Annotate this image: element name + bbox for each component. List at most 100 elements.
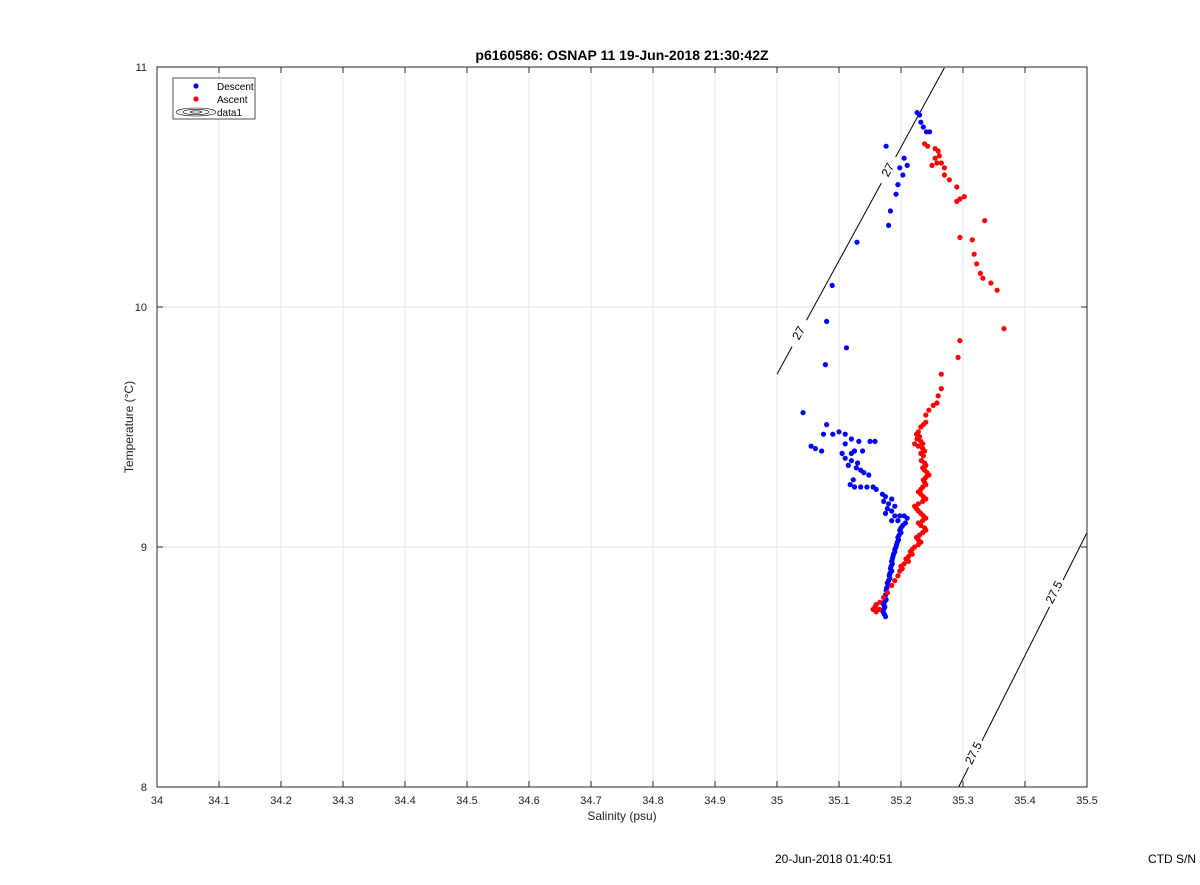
descent-point bbox=[842, 441, 848, 447]
ascent-point bbox=[938, 371, 944, 377]
ascent-point bbox=[946, 177, 952, 183]
ascent-point bbox=[977, 270, 983, 276]
contour-line bbox=[776, 346, 793, 375]
descent-point bbox=[856, 438, 862, 444]
ascent-point bbox=[982, 218, 988, 224]
ascent-point bbox=[915, 501, 921, 507]
descent-point bbox=[889, 508, 895, 514]
axes-box bbox=[156, 66, 1088, 788]
x-tick-label: 35.3 bbox=[952, 795, 973, 807]
legend-data1-label: data1 bbox=[217, 108, 242, 119]
ascent-point bbox=[915, 542, 921, 548]
ascent-point bbox=[932, 155, 938, 161]
descent-point bbox=[893, 191, 899, 197]
contour-line bbox=[1062, 532, 1088, 581]
ascent-point bbox=[971, 251, 977, 257]
descent-point bbox=[866, 472, 872, 478]
ascent-point bbox=[914, 436, 920, 442]
data-series bbox=[800, 110, 1007, 620]
ascent-point bbox=[895, 573, 901, 579]
descent-point bbox=[842, 455, 848, 461]
legend-box bbox=[172, 77, 256, 120]
y-tick-label: 9 bbox=[141, 542, 147, 554]
ascent-point bbox=[926, 407, 932, 413]
descent-point bbox=[861, 470, 867, 476]
descent-point bbox=[882, 494, 889, 500]
descent-point bbox=[848, 458, 855, 464]
descent-point bbox=[889, 518, 895, 524]
y-axis-label: Temperature (°C) bbox=[122, 381, 136, 473]
contour-line bbox=[806, 183, 882, 321]
ascent-point bbox=[980, 275, 986, 281]
descent-point bbox=[917, 112, 923, 118]
legend-descent-label: Descent bbox=[217, 82, 254, 93]
ascent-point bbox=[941, 165, 948, 171]
contour-line bbox=[895, 67, 945, 158]
descent-point bbox=[858, 484, 864, 490]
chart-title: p6160586: OSNAP 11 19-Jun-2018 21:30:42Z bbox=[475, 47, 769, 63]
ascent-point bbox=[892, 578, 898, 584]
x-axis-label: Salinity (psu) bbox=[587, 809, 656, 823]
ascent-point bbox=[954, 198, 960, 204]
ascent-point bbox=[941, 172, 948, 178]
descent-point bbox=[882, 510, 889, 516]
descent-point bbox=[843, 345, 850, 351]
ascent-point bbox=[935, 393, 941, 399]
legend-descent-marker bbox=[193, 83, 199, 89]
contour-label: 27 bbox=[879, 160, 898, 179]
descent-point bbox=[855, 460, 861, 466]
descent-point bbox=[848, 436, 855, 442]
descent-point bbox=[895, 518, 901, 524]
descent-point bbox=[887, 208, 894, 214]
descent-point bbox=[850, 477, 856, 483]
descent-point bbox=[900, 172, 906, 178]
descent-point bbox=[901, 155, 907, 161]
descent-point bbox=[812, 446, 819, 452]
descent-point bbox=[854, 239, 860, 245]
descent-point bbox=[836, 429, 842, 435]
ascent-point bbox=[923, 412, 929, 418]
axis-ticks: 34 34.1 34.2 34.3 34.4 34.5 34.6 34.7 34.8 34.9 35… bbox=[135, 62, 1098, 807]
legend-ascent-label: Ascent bbox=[217, 95, 248, 106]
y-tick-label: 8 bbox=[141, 782, 147, 794]
axes-background bbox=[157, 67, 1087, 787]
descent-point bbox=[883, 143, 889, 149]
descent-point bbox=[851, 484, 858, 490]
ascent-point bbox=[954, 184, 960, 190]
legend-ascent-marker bbox=[193, 96, 199, 102]
descent-point bbox=[820, 431, 827, 437]
descent-point bbox=[808, 443, 814, 449]
descent-point bbox=[800, 410, 806, 416]
x-tick-label: 35.5 bbox=[1076, 795, 1097, 807]
ascent-point bbox=[1001, 326, 1007, 332]
ascent-point bbox=[920, 518, 926, 524]
descent-point bbox=[853, 465, 859, 471]
series-descent bbox=[800, 110, 933, 620]
ascent-point bbox=[955, 354, 961, 360]
x-tick-label: 35 bbox=[771, 795, 783, 807]
ascent-point bbox=[957, 234, 963, 240]
ascent-point bbox=[920, 498, 926, 504]
ascent-point bbox=[938, 386, 944, 392]
ascent-point bbox=[918, 522, 924, 529]
ascent-point bbox=[930, 402, 936, 408]
x-tick-label: 34.8 bbox=[642, 795, 663, 807]
x-tick-label: 34.6 bbox=[518, 795, 539, 807]
legend: Descent Ascent data1 bbox=[172, 77, 256, 120]
ascent-point bbox=[897, 568, 903, 574]
descent-point bbox=[904, 162, 910, 168]
descent-point bbox=[889, 496, 895, 502]
ascent-point bbox=[915, 443, 921, 449]
descent-point bbox=[886, 222, 892, 228]
x-tick-label: 34.2 bbox=[270, 795, 291, 807]
x-tick-label: 35.1 bbox=[828, 795, 849, 807]
ascent-point bbox=[877, 599, 883, 605]
descent-point bbox=[829, 282, 835, 288]
descent-point bbox=[881, 498, 887, 504]
y-tick-label: 11 bbox=[136, 62, 147, 74]
contour-line bbox=[958, 767, 970, 788]
contour-line bbox=[981, 606, 1051, 741]
descent-point bbox=[839, 450, 845, 456]
descent-point bbox=[873, 486, 879, 492]
